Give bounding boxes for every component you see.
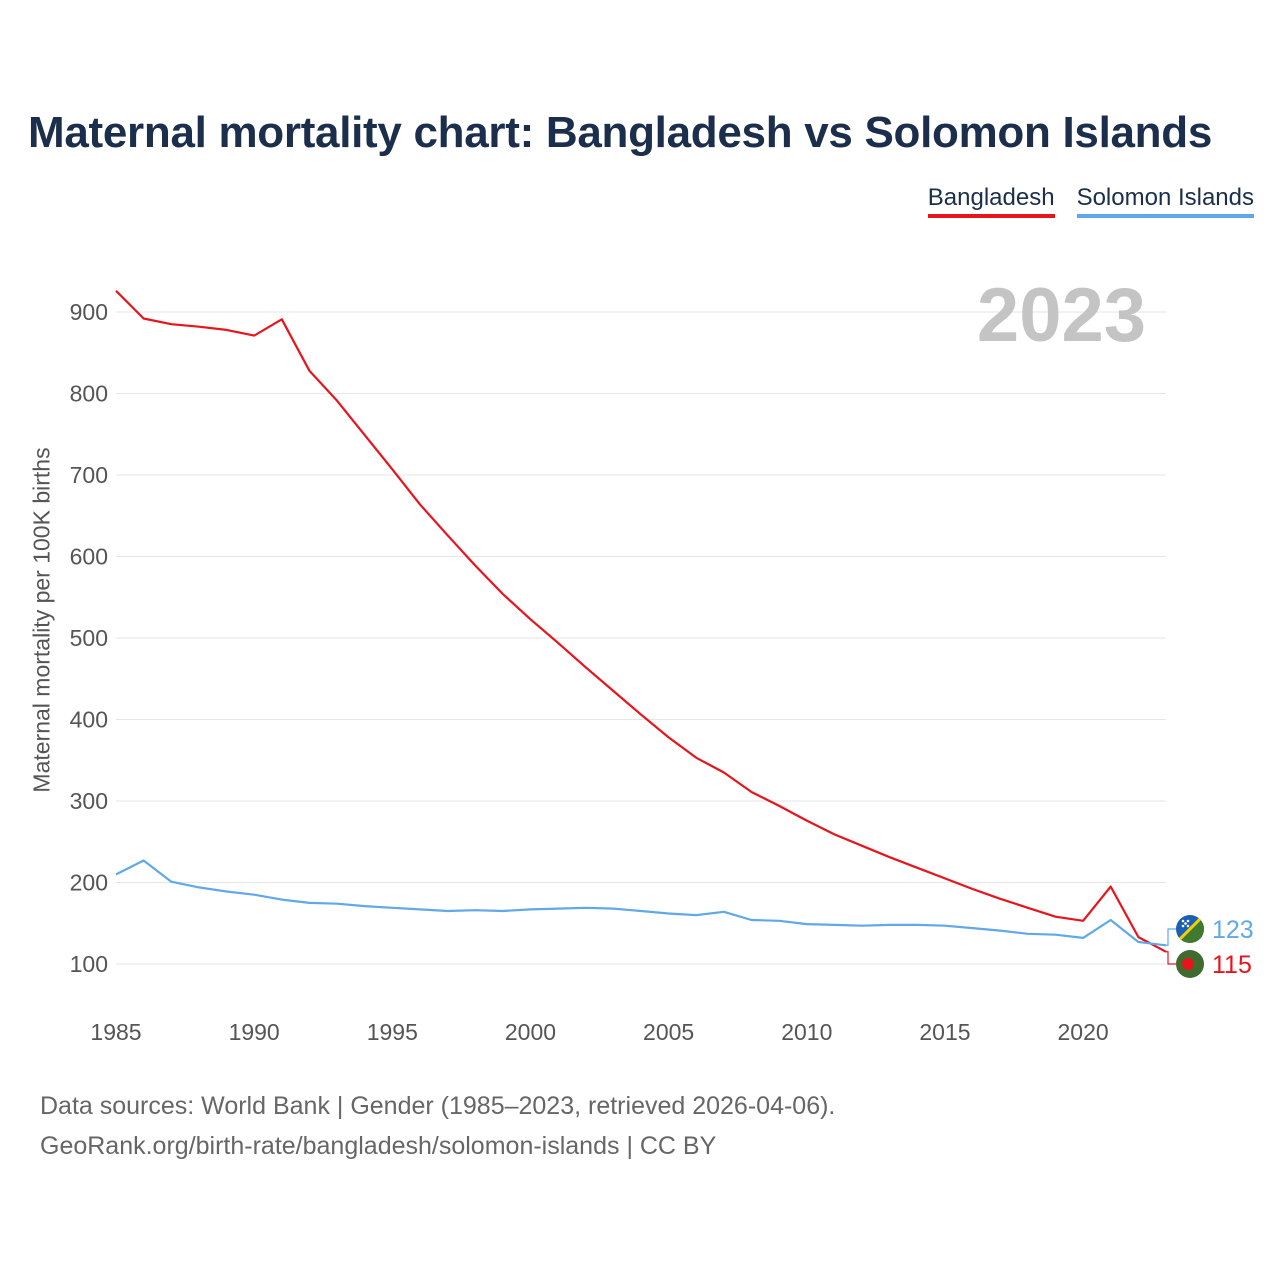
series-line-bangladesh[interactable] [115, 290, 1167, 953]
connector-bangladesh [1166, 951, 1176, 965]
legend: Bangladesh Solomon Islands [927, 184, 1254, 218]
x-tick-label: 2010 [781, 1019, 832, 1045]
x-tick-label: 2015 [919, 1019, 970, 1045]
connector-solomon-islands [1166, 928, 1176, 946]
solomon-islands-flag-icon [1176, 915, 1204, 943]
y-tick-label: 200 [70, 870, 108, 896]
x-tick-label: 1995 [367, 1019, 418, 1045]
x-tick-label: 1990 [229, 1019, 280, 1045]
legend-item-solomon-islands[interactable]: Solomon Islands [1076, 184, 1254, 218]
y-axis-label: Maternal mortality per 100K births [28, 447, 55, 793]
y-tick-label: 700 [70, 462, 108, 488]
y-tick-label: 100 [70, 951, 108, 977]
y-tick-label: 800 [70, 381, 108, 407]
source-note: Data sources: World Bank | Gender (1985–… [40, 1086, 835, 1166]
source-line-2[interactable]: GeoRank.org/birth-rate/bangladesh/solomo… [40, 1132, 717, 1160]
year-display: 2023 [976, 273, 1146, 358]
y-tick-label: 400 [70, 707, 108, 733]
end-value-bangladesh: 115 [1212, 951, 1252, 979]
source-line-1: Data sources: World Bank | Gender (1985–… [40, 1092, 836, 1120]
x-tick-label: 2020 [1058, 1019, 1109, 1045]
chart-title: Maternal mortality chart: Bangladesh vs … [28, 108, 1213, 157]
end-value-solomon-islands: 123 [1212, 916, 1254, 944]
y-tick-label: 600 [70, 544, 108, 570]
y-tick-label: 900 [70, 299, 108, 325]
y-tick-label: 300 [70, 788, 108, 814]
series-line-solomon-islands[interactable] [115, 859, 1167, 947]
bangladesh-flag-icon [1176, 950, 1204, 978]
y-tick-label: 500 [70, 625, 108, 651]
x-tick-label: 1985 [90, 1019, 141, 1045]
x-tick-label: 2000 [505, 1019, 556, 1045]
x-tick-label: 2005 [643, 1019, 694, 1045]
legend-item-bangladesh[interactable]: Bangladesh [927, 184, 1055, 218]
